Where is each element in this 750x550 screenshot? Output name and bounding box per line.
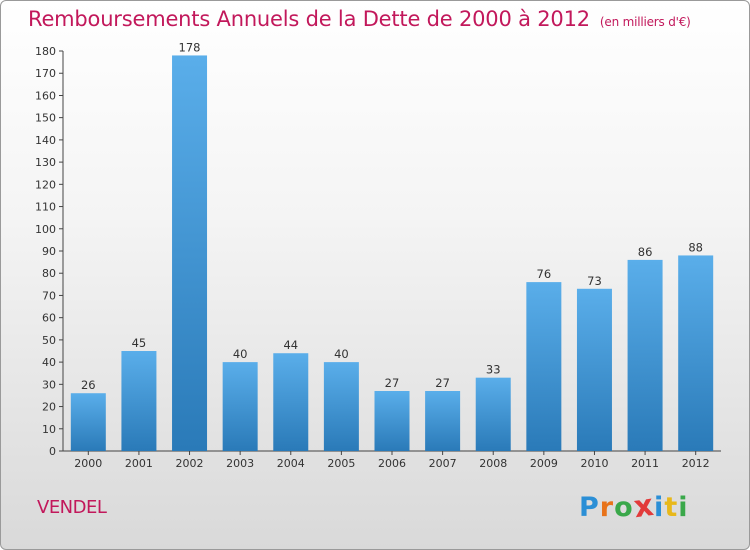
bar: [70, 393, 106, 451]
chart-title: Remboursements Annuels de la Dette de 20…: [28, 7, 691, 31]
y-tick-label: 160: [35, 89, 56, 102]
x-tick-label: 2005: [327, 457, 355, 470]
y-tick-label: 90: [42, 245, 56, 258]
bar: [222, 362, 258, 451]
x-tick-label: 2011: [631, 457, 659, 470]
y-tick-label: 10: [42, 423, 56, 436]
proxiti-logo: Proxiti: [579, 487, 689, 526]
chart-title-text: Remboursements Annuels de la Dette de 20…: [28, 7, 590, 31]
logo-letter: o: [614, 492, 634, 523]
x-tick-label: 2001: [125, 457, 153, 470]
y-tick-label: 130: [35, 156, 56, 169]
y-tick-label: 100: [35, 223, 56, 236]
logo-letter: t: [664, 492, 679, 523]
y-tick-label: 170: [35, 67, 56, 80]
y-tick-label: 70: [42, 289, 56, 302]
logo-letter: x: [631, 487, 657, 526]
bar: [273, 353, 309, 451]
y-tick-label: 110: [35, 201, 56, 214]
data-label: 76: [537, 267, 552, 281]
data-label: 73: [587, 274, 602, 288]
bar: [172, 55, 208, 451]
y-tick-label: 120: [35, 178, 56, 191]
y-tick-label: 180: [35, 45, 56, 58]
y-tick-label: 20: [42, 401, 56, 414]
x-tick-label: 2008: [479, 457, 507, 470]
data-label: 88: [688, 240, 703, 254]
chart-unit: (en milliers d'€): [599, 15, 691, 29]
data-label: 27: [435, 376, 450, 390]
logo-letter: r: [599, 492, 615, 523]
y-tick-label: 50: [42, 334, 56, 347]
bar: [475, 377, 511, 451]
y-tick-label: 140: [35, 134, 56, 147]
x-tick-label: 2003: [226, 457, 254, 470]
logo-letter: i: [654, 492, 665, 523]
bar: [121, 351, 157, 451]
bar: [425, 391, 461, 451]
y-tick-label: 80: [42, 267, 56, 280]
x-tick-label: 2006: [378, 457, 406, 470]
y-tick-label: 60: [42, 312, 56, 325]
x-tick-label: 2002: [176, 457, 204, 470]
town-name: VENDEL: [37, 497, 107, 518]
data-label: 27: [385, 376, 400, 390]
logo-letter: P: [579, 492, 600, 523]
data-label: 40: [233, 347, 248, 361]
bar: [678, 255, 714, 451]
bar: [374, 391, 410, 451]
data-label: 178: [179, 40, 201, 54]
data-label: 45: [132, 336, 147, 350]
data-label: 40: [334, 347, 349, 361]
y-tick-label: 150: [35, 112, 56, 125]
x-tick-label: 2007: [429, 457, 457, 470]
data-label: 44: [283, 338, 298, 352]
bar: [627, 259, 663, 451]
y-tick-label: 40: [42, 356, 56, 369]
x-tick-label: 2000: [74, 457, 102, 470]
y-tick-label: 30: [42, 378, 56, 391]
x-tick-label: 2010: [580, 457, 608, 470]
bar: [576, 288, 612, 451]
x-tick-label: 2009: [530, 457, 558, 470]
x-tick-label: 2004: [277, 457, 305, 470]
bar: [323, 362, 359, 451]
data-label: 33: [486, 363, 501, 377]
data-label: 26: [81, 378, 96, 392]
bar: [526, 282, 562, 451]
x-tick-label: 2012: [682, 457, 710, 470]
data-label: 86: [638, 245, 653, 259]
y-tick-label: 0: [49, 445, 56, 458]
logo-letter: i: [678, 492, 689, 523]
